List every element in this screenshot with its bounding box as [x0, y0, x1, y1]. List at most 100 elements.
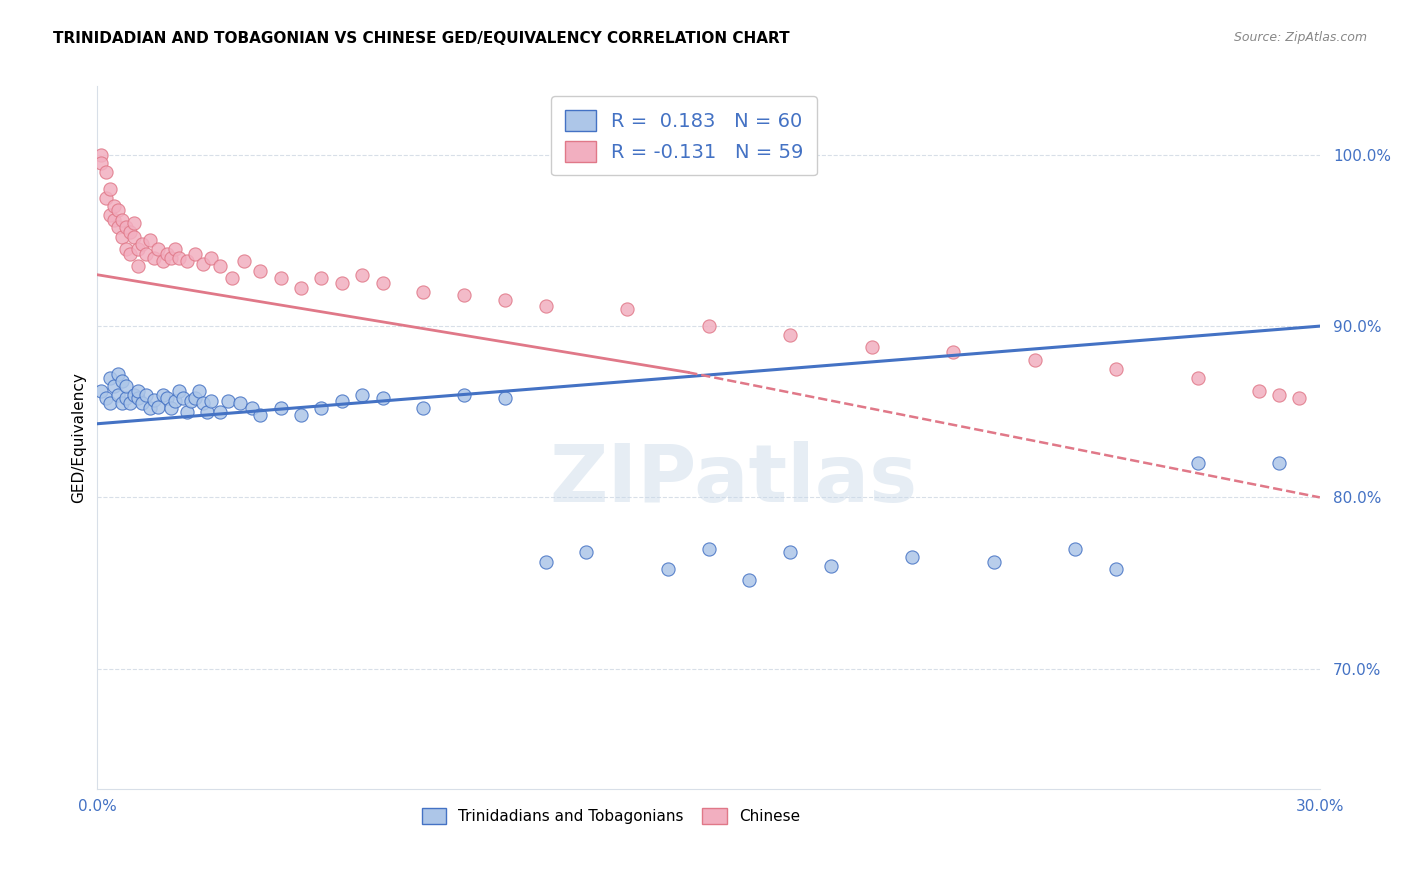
Point — [180, 394, 202, 409]
Point — [98, 208, 121, 222]
Point — [176, 254, 198, 268]
Point — [1268, 456, 1291, 470]
Point — [1268, 387, 1291, 401]
Point — [115, 391, 138, 405]
Point — [901, 550, 924, 565]
Point — [94, 391, 117, 405]
Point — [122, 230, 145, 244]
Point — [453, 288, 475, 302]
Point — [453, 387, 475, 401]
Point — [118, 247, 141, 261]
Point — [860, 340, 883, 354]
Point — [159, 401, 181, 416]
Point — [115, 379, 138, 393]
Point — [139, 234, 162, 248]
Point — [167, 251, 190, 265]
Point — [107, 367, 129, 381]
Point — [188, 384, 211, 399]
Point — [1187, 370, 1209, 384]
Point — [229, 396, 252, 410]
Point — [270, 271, 292, 285]
Point — [163, 394, 186, 409]
Point — [233, 254, 256, 268]
Point — [1187, 456, 1209, 470]
Point — [103, 199, 125, 213]
Point — [330, 394, 353, 409]
Point — [127, 242, 149, 256]
Text: ZIPatlas: ZIPatlas — [548, 441, 917, 518]
Point — [534, 556, 557, 570]
Point — [98, 370, 121, 384]
Point — [90, 156, 112, 170]
Point — [135, 247, 157, 261]
Point — [193, 257, 215, 271]
Point — [127, 391, 149, 405]
Point — [1064, 541, 1087, 556]
Point — [1105, 362, 1128, 376]
Point — [193, 396, 215, 410]
Point — [779, 327, 801, 342]
Point — [103, 213, 125, 227]
Point — [412, 401, 434, 416]
Point — [1247, 384, 1270, 399]
Point — [167, 384, 190, 399]
Point — [127, 259, 149, 273]
Point — [311, 271, 333, 285]
Point — [1288, 391, 1310, 405]
Point — [156, 391, 179, 405]
Point — [107, 387, 129, 401]
Point — [371, 277, 394, 291]
Point — [184, 391, 207, 405]
Point — [240, 401, 263, 416]
Point — [127, 384, 149, 399]
Point — [176, 405, 198, 419]
Point — [118, 396, 141, 410]
Point — [494, 293, 516, 308]
Point — [118, 225, 141, 239]
Point — [90, 384, 112, 399]
Point — [152, 254, 174, 268]
Point — [352, 268, 374, 282]
Point — [107, 219, 129, 234]
Point — [697, 319, 720, 334]
Point — [942, 344, 965, 359]
Point — [115, 219, 138, 234]
Point — [371, 391, 394, 405]
Point — [1024, 353, 1046, 368]
Point — [111, 374, 134, 388]
Point — [131, 236, 153, 251]
Point — [159, 251, 181, 265]
Point — [412, 285, 434, 299]
Point — [779, 545, 801, 559]
Point — [98, 396, 121, 410]
Point — [352, 387, 374, 401]
Text: TRINIDADIAN AND TOBAGONIAN VS CHINESE GED/EQUIVALENCY CORRELATION CHART: TRINIDADIAN AND TOBAGONIAN VS CHINESE GE… — [53, 31, 790, 46]
Point — [208, 259, 231, 273]
Point — [148, 400, 170, 414]
Point — [122, 216, 145, 230]
Point — [200, 251, 222, 265]
Point — [111, 396, 134, 410]
Point — [697, 541, 720, 556]
Point — [290, 281, 312, 295]
Point — [330, 277, 353, 291]
Point — [156, 247, 179, 261]
Point — [90, 148, 112, 162]
Point — [249, 408, 271, 422]
Point — [208, 405, 231, 419]
Point — [148, 242, 170, 256]
Point — [494, 391, 516, 405]
Point — [103, 379, 125, 393]
Point — [94, 191, 117, 205]
Point — [290, 408, 312, 422]
Point — [111, 213, 134, 227]
Point — [983, 556, 1005, 570]
Point — [534, 299, 557, 313]
Point — [143, 392, 166, 407]
Point — [738, 573, 761, 587]
Point — [152, 387, 174, 401]
Point — [1105, 562, 1128, 576]
Point — [657, 562, 679, 576]
Point — [616, 301, 638, 316]
Point — [163, 242, 186, 256]
